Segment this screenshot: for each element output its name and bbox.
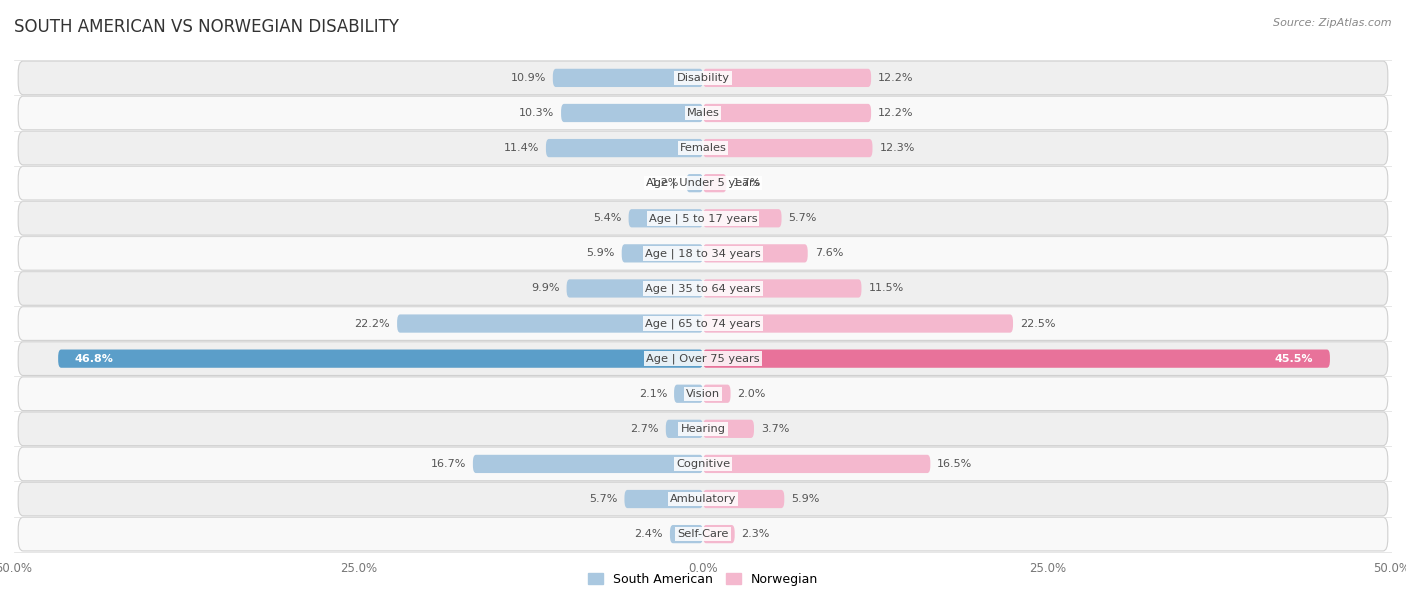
Text: 5.4%: 5.4% [593, 213, 621, 223]
FancyBboxPatch shape [669, 525, 703, 543]
Text: Females: Females [679, 143, 727, 153]
Text: Disability: Disability [676, 73, 730, 83]
Text: Age | 65 to 74 years: Age | 65 to 74 years [645, 318, 761, 329]
FancyBboxPatch shape [624, 490, 703, 508]
Text: 12.3%: 12.3% [879, 143, 915, 153]
FancyBboxPatch shape [703, 315, 1012, 333]
Legend: South American, Norwegian: South American, Norwegian [583, 568, 823, 591]
FancyBboxPatch shape [621, 244, 703, 263]
FancyBboxPatch shape [18, 307, 1388, 340]
FancyBboxPatch shape [472, 455, 703, 473]
Text: Cognitive: Cognitive [676, 459, 730, 469]
FancyBboxPatch shape [703, 279, 862, 297]
FancyBboxPatch shape [18, 61, 1388, 95]
Text: Vision: Vision [686, 389, 720, 399]
FancyBboxPatch shape [673, 384, 703, 403]
FancyBboxPatch shape [703, 420, 754, 438]
Text: 2.0%: 2.0% [738, 389, 766, 399]
FancyBboxPatch shape [666, 420, 703, 438]
FancyBboxPatch shape [703, 455, 931, 473]
FancyBboxPatch shape [703, 349, 1330, 368]
Text: Hearing: Hearing [681, 424, 725, 434]
FancyBboxPatch shape [18, 272, 1388, 305]
Text: 10.9%: 10.9% [510, 73, 546, 83]
FancyBboxPatch shape [553, 69, 703, 87]
Text: 5.7%: 5.7% [789, 213, 817, 223]
Text: Age | Over 75 years: Age | Over 75 years [647, 353, 759, 364]
Text: 22.2%: 22.2% [354, 319, 391, 329]
FancyBboxPatch shape [703, 525, 735, 543]
Text: Age | 35 to 64 years: Age | 35 to 64 years [645, 283, 761, 294]
FancyBboxPatch shape [567, 279, 703, 297]
Text: 5.7%: 5.7% [589, 494, 617, 504]
FancyBboxPatch shape [18, 517, 1388, 551]
FancyBboxPatch shape [703, 490, 785, 508]
Text: Ambulatory: Ambulatory [669, 494, 737, 504]
FancyBboxPatch shape [628, 209, 703, 228]
Text: 5.9%: 5.9% [586, 248, 614, 258]
Text: 11.5%: 11.5% [869, 283, 904, 293]
FancyBboxPatch shape [703, 384, 731, 403]
FancyBboxPatch shape [18, 377, 1388, 411]
Text: 12.2%: 12.2% [877, 108, 914, 118]
Text: 3.7%: 3.7% [761, 424, 789, 434]
FancyBboxPatch shape [703, 69, 872, 87]
FancyBboxPatch shape [703, 139, 873, 157]
Text: 9.9%: 9.9% [531, 283, 560, 293]
FancyBboxPatch shape [18, 131, 1388, 165]
Text: SOUTH AMERICAN VS NORWEGIAN DISABILITY: SOUTH AMERICAN VS NORWEGIAN DISABILITY [14, 18, 399, 36]
Text: 16.7%: 16.7% [430, 459, 465, 469]
Text: Age | 18 to 34 years: Age | 18 to 34 years [645, 248, 761, 259]
FancyBboxPatch shape [686, 174, 703, 192]
Text: 11.4%: 11.4% [503, 143, 538, 153]
Text: 46.8%: 46.8% [75, 354, 114, 364]
Text: 1.7%: 1.7% [734, 178, 762, 188]
Text: 2.7%: 2.7% [630, 424, 659, 434]
Text: 5.9%: 5.9% [792, 494, 820, 504]
FancyBboxPatch shape [561, 104, 703, 122]
FancyBboxPatch shape [18, 201, 1388, 235]
FancyBboxPatch shape [18, 166, 1388, 200]
FancyBboxPatch shape [703, 209, 782, 228]
Text: 2.4%: 2.4% [634, 529, 664, 539]
Text: 45.5%: 45.5% [1275, 354, 1313, 364]
Text: 16.5%: 16.5% [938, 459, 973, 469]
Text: 2.3%: 2.3% [741, 529, 770, 539]
FancyBboxPatch shape [546, 139, 703, 157]
FancyBboxPatch shape [18, 236, 1388, 271]
FancyBboxPatch shape [703, 174, 727, 192]
FancyBboxPatch shape [703, 244, 807, 263]
FancyBboxPatch shape [58, 349, 703, 368]
Text: Age | 5 to 17 years: Age | 5 to 17 years [648, 213, 758, 223]
FancyBboxPatch shape [703, 104, 872, 122]
FancyBboxPatch shape [18, 341, 1388, 376]
Text: 10.3%: 10.3% [519, 108, 554, 118]
Text: 1.2%: 1.2% [651, 178, 679, 188]
Text: 22.5%: 22.5% [1019, 319, 1056, 329]
Text: 12.2%: 12.2% [877, 73, 914, 83]
Text: 2.1%: 2.1% [638, 389, 668, 399]
FancyBboxPatch shape [18, 96, 1388, 130]
FancyBboxPatch shape [18, 482, 1388, 516]
Text: Self-Care: Self-Care [678, 529, 728, 539]
Text: Age | Under 5 years: Age | Under 5 years [647, 178, 759, 188]
Text: Source: ZipAtlas.com: Source: ZipAtlas.com [1274, 18, 1392, 28]
FancyBboxPatch shape [396, 315, 703, 333]
FancyBboxPatch shape [18, 412, 1388, 446]
Text: 7.6%: 7.6% [814, 248, 844, 258]
FancyBboxPatch shape [18, 447, 1388, 481]
Text: Males: Males [686, 108, 720, 118]
